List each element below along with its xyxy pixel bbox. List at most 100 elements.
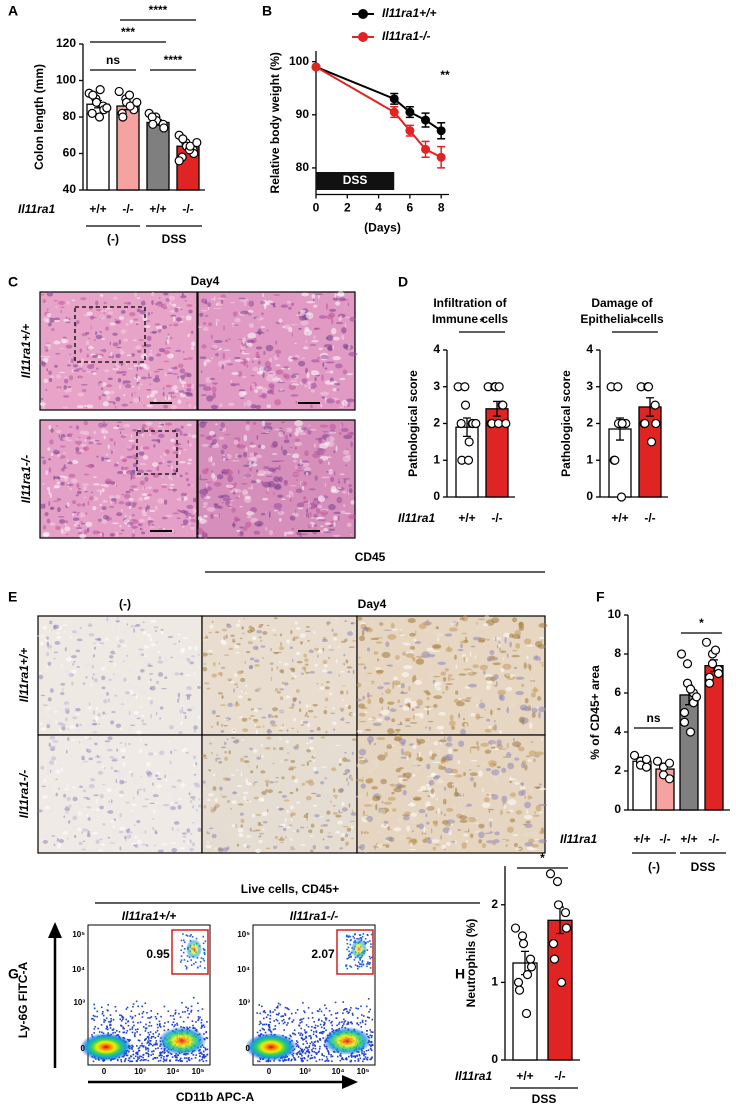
data-point [389,94,399,104]
event-dot [268,1026,271,1029]
tissue-texture [433,695,443,700]
row-label: Il11ra1-/- [19,455,33,503]
zoom-box [74,306,146,363]
tissue-texture [307,523,312,529]
event-dot [174,1009,177,1012]
event-dot [131,1031,134,1034]
event-dot [147,1040,149,1042]
tissue-texture [106,692,109,696]
tissue-texture [211,620,214,624]
event-dot [96,1010,99,1013]
event-dot [110,1024,112,1026]
tissue-texture [261,623,263,627]
tissue-texture [237,827,244,833]
tissue-texture [410,812,418,817]
tissue-texture [165,340,167,346]
tissue-texture [335,775,340,778]
tissue-texture [392,808,397,812]
tissue-texture [518,716,525,724]
tissue-texture [308,746,314,751]
tissue-texture [342,683,348,688]
data-point [641,762,652,772]
density-blob [80,1033,132,1061]
tissue-texture [211,710,216,715]
tissue-texture [339,707,345,712]
tissue-texture [86,353,89,358]
tissue-texture [464,723,468,728]
tissue-texture [245,835,252,838]
event-dot [142,1053,145,1056]
tissue-texture [491,769,500,776]
tissue-texture [367,767,374,774]
tissue-texture [363,804,373,807]
tissue-texture [92,530,100,535]
tissue-texture [135,694,138,699]
tissue-texture [149,371,152,376]
tissue-texture [288,766,294,768]
tissue-texture [327,657,330,659]
tissue-texture [143,485,146,490]
tissue-texture [149,802,156,805]
event-dot [159,1054,162,1056]
event-dot [158,1054,161,1057]
tissue-texture [95,367,99,370]
event-dot [133,1057,135,1060]
tissue-texture [46,308,49,311]
tissue-texture [370,637,380,641]
tissue-texture [369,719,379,724]
tissue-texture [237,454,243,458]
tissue-texture [180,295,187,299]
event-dot [129,1028,131,1031]
tissue-texture [99,805,105,810]
tissue-texture [136,820,141,824]
tissue-texture [515,810,523,815]
tissue-texture [230,324,239,326]
tissue-texture [70,636,73,639]
tissue-texture [93,678,98,683]
event-dot [169,1052,172,1055]
tissue-texture [56,671,60,674]
tissue-texture [506,785,509,789]
tissue-texture [84,490,88,493]
tissue-texture [375,667,382,671]
tissue-texture [203,638,208,641]
tissue-texture [80,760,85,765]
tissue-texture [121,403,129,407]
tissue-texture [158,698,164,701]
tissue-texture [509,818,516,823]
tissue-texture [59,445,66,448]
tissue-texture [429,671,435,678]
panel-header: Live cells, CD45+ [241,882,339,896]
tissue-texture [457,648,464,652]
tissue-texture [436,652,441,657]
y-tick-label: 10 [608,607,622,621]
tissue-texture [303,500,309,503]
tissue-texture [349,316,356,322]
tissue-texture [341,334,345,339]
tissue-texture [184,448,186,451]
tissue-texture [338,674,341,677]
tissue-texture [137,788,143,791]
tissue-texture [212,842,214,847]
tissue-texture [48,489,51,495]
tissue-texture [498,730,503,734]
tissue-texture [179,847,185,850]
tissue-texture [338,763,342,767]
tissue-texture [367,692,370,699]
tissue-texture [326,621,330,626]
tissue-texture [198,478,209,481]
tissue-texture [294,620,298,625]
tissue-texture [164,845,170,850]
tissue-texture [149,700,153,705]
event-dot [156,1013,159,1015]
tissue-texture [136,349,142,353]
tissue-texture [97,637,102,642]
tissue-texture [228,750,231,755]
tissue-texture [501,795,508,803]
tissue-texture [312,703,318,707]
tissue-texture [116,421,123,423]
tissue-texture [390,783,396,787]
tissue-texture [178,461,186,464]
tissue-texture [385,836,394,841]
tissue-texture [148,312,151,316]
